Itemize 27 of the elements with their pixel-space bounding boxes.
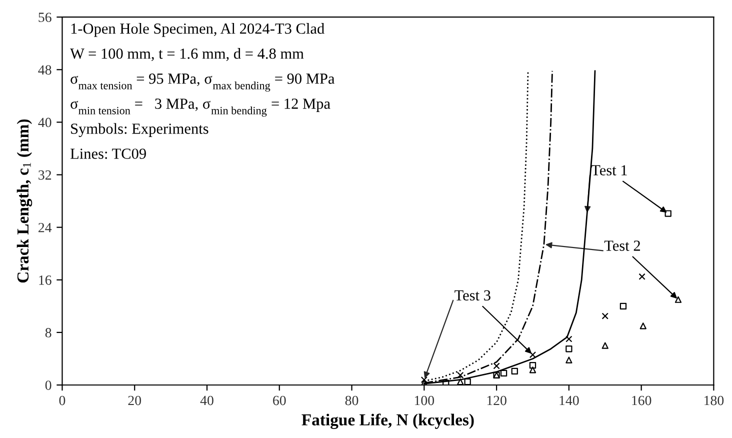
x-tick-label: 80 [345, 396, 358, 406]
x-tick-label: 160 [632, 396, 652, 406]
x-axis-title: Fatigue Life, N (kcycles) [302, 414, 474, 429]
annotation: Test 1 [591, 165, 627, 176]
annotation: Symbols: Experiments [71, 123, 208, 138]
annotation: W = 100 mm, t = 1.6 mm, d = 4.8 mm [70, 48, 304, 62]
y-tick-label: 16 [39, 276, 52, 285]
x-tick-label: 140 [560, 396, 579, 406]
y-tick-label: 48 [38, 65, 52, 75]
y-tick-label: 0 [45, 380, 52, 390]
y-tick-label: 32 [38, 170, 52, 180]
annotation: Test 3 [454, 290, 490, 301]
x-tick-label: 40 [200, 396, 214, 406]
annotation: 1-Open Hole Specimen, Al 2024-T3 Clad [71, 23, 324, 37]
x-tick-label: 20 [128, 396, 142, 406]
y-tick-label: 56 [38, 12, 52, 22]
x-tick-label: 60 [273, 396, 286, 406]
x-tick-label: 120 [487, 396, 506, 406]
x-tick-label: 180 [704, 396, 724, 406]
y-axis-title: Crack Length, c$_{1}$ (mm) [16, 119, 32, 283]
x-tick-label: 100 [414, 396, 434, 406]
y-tick-label: 8 [45, 328, 52, 338]
x-tick-label: 0 [59, 396, 66, 406]
annotation: Test 2 [604, 240, 640, 251]
y-tick-label: 24 [38, 222, 52, 232]
annotation: Lines: TC09 [70, 148, 146, 159]
y-tick-label: 40 [38, 118, 52, 128]
